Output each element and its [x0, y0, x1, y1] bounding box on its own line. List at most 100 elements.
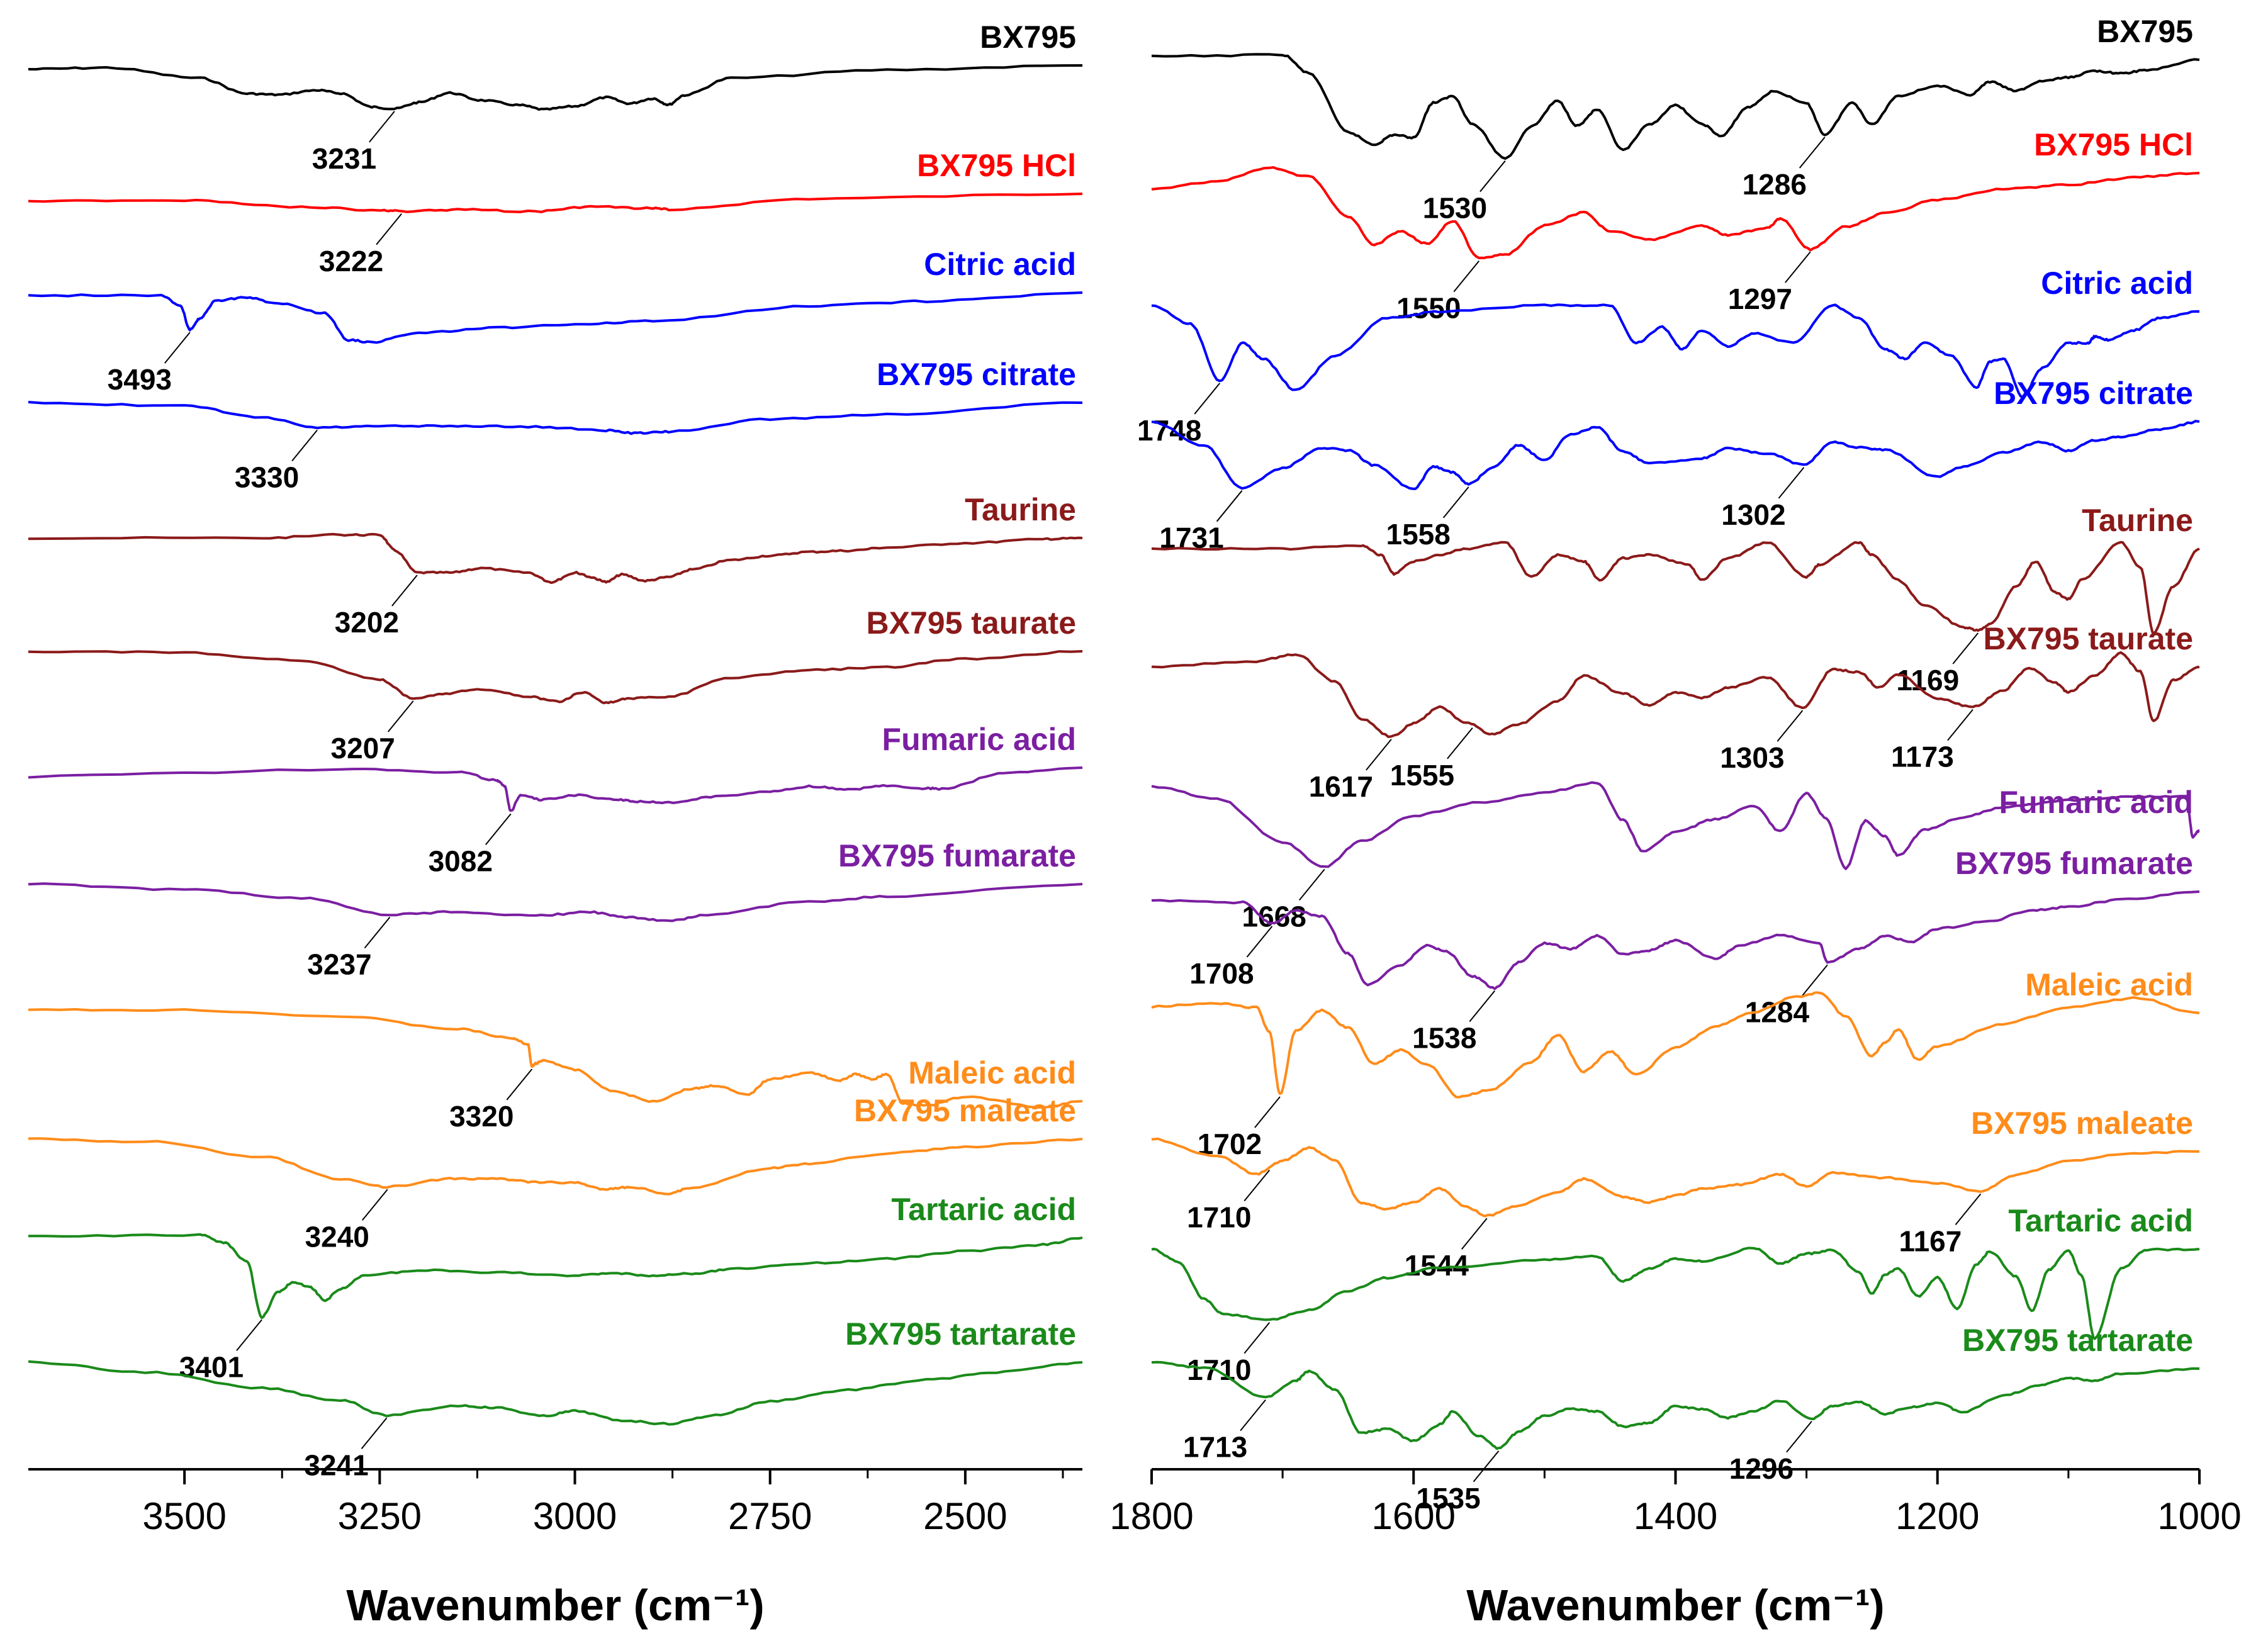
- spectrum-bx795-tartarate: BX795 tartarate 3241: [28, 1316, 1083, 1481]
- spectrum-bx795-tartarate: BX795 tartarate 1713 1535 1296: [1151, 1323, 2199, 1515]
- series-label: BX795 HCl: [2034, 127, 2193, 162]
- peak-label: 1535: [1416, 1482, 1480, 1515]
- x-tick-label: 1400: [1634, 1495, 1717, 1537]
- peak-label: 1538: [1412, 1022, 1476, 1055]
- series-label: Fumaric acid: [882, 722, 1076, 757]
- peak-label: 1708: [1189, 957, 1254, 990]
- peak-leader-line: [1366, 739, 1392, 771]
- peak-label: 3241: [304, 1449, 368, 1481]
- spectrum-bx795-taurate: BX795 taurate 3207: [28, 605, 1083, 765]
- peak-label: 1668: [1242, 900, 1306, 933]
- peak-leader-line: [1786, 1421, 1812, 1453]
- x-axis-title: Wavenumber (cm⁻¹): [1466, 1581, 1884, 1630]
- spectrum-line: [1151, 991, 2200, 1099]
- peak-leader-line: [1461, 1218, 1488, 1250]
- series-label: Fumaric acid: [1999, 785, 2193, 820]
- peak-label: 3237: [307, 948, 371, 981]
- spectrum-bx795-taurate: BX795 taurate 1617 1555 1303 1173: [1151, 621, 2200, 803]
- peak-leader-line: [1952, 632, 1979, 664]
- peak-leader-line: [1298, 868, 1325, 901]
- spectrum-line: [28, 650, 1083, 705]
- series-label: Taurine: [965, 492, 1076, 527]
- spectrum-bx795-maleate: BX795 maleate 1710 1544 1167: [1151, 1106, 2200, 1282]
- spectrum-line: [1151, 781, 2200, 870]
- peak-label: 1173: [1891, 741, 1954, 773]
- spectrum-line: [28, 401, 1083, 435]
- peak-leader-line: [1243, 1322, 1271, 1354]
- peak-label: 3330: [235, 461, 299, 494]
- peak-leader-line: [1799, 137, 1826, 169]
- spectrum-line: [1151, 890, 2200, 990]
- series-label: BX795 fumarate: [1955, 846, 2193, 881]
- peak-label: 3082: [429, 844, 493, 877]
- peak-leader-line: [364, 916, 391, 949]
- series-label: BX795 taurate: [867, 605, 1077, 641]
- peak-label: 3202: [335, 606, 399, 639]
- peak-leader-line: [1955, 1193, 1982, 1225]
- peak-leader-line: [1240, 1399, 1266, 1432]
- series-label: BX795 citrate: [877, 357, 1076, 392]
- peak-leader-line: [387, 700, 414, 732]
- series-label: BX795 citrate: [1994, 376, 2193, 411]
- peak-label: 1167: [1899, 1225, 1962, 1257]
- peak-label: 1617: [1309, 770, 1373, 803]
- spectrum-bx795: BX795 1530 1286: [1151, 14, 2200, 225]
- peak-leader-line: [1469, 990, 1496, 1023]
- spectrum-line: [28, 1233, 1083, 1320]
- spectrum-tartaric-acid: Tartaric acid 1710: [1151, 1203, 2200, 1386]
- series-label: BX795: [980, 20, 1076, 55]
- peak-leader-line: [376, 213, 402, 245]
- series-label: BX795 tartarate: [845, 1316, 1076, 1352]
- x-tick-label: 1000: [2157, 1495, 2241, 1537]
- spectrum-line: [28, 1008, 1083, 1109]
- peak-leader-line: [1442, 486, 1469, 518]
- spectrum-bx795-maleate: BX795 maleate 3240: [28, 1093, 1083, 1253]
- spectrum-line: [28, 1360, 1083, 1426]
- x-tick-label: 2500: [923, 1495, 1007, 1537]
- series-label: Citric acid: [2041, 266, 2193, 301]
- peak-leader-line: [291, 429, 318, 462]
- x-tick-label: 1600: [1372, 1495, 1456, 1537]
- peak-label: 3493: [108, 363, 172, 396]
- peak-leader-line: [1947, 709, 1973, 741]
- x-tick-label: 3250: [338, 1495, 422, 1537]
- spectrum-line: [28, 1137, 1083, 1196]
- series-label: Tartaric acid: [2008, 1203, 2193, 1238]
- peak-label: 1297: [1728, 283, 1792, 315]
- peak-label: 3231: [312, 142, 376, 175]
- spectrum-line: [1151, 303, 2199, 398]
- spectrum-taurine: Taurine 3202: [28, 492, 1083, 639]
- peak-leader-line: [1785, 251, 1811, 283]
- spectrum-line: [1151, 1247, 2200, 1340]
- peak-leader-line: [1802, 964, 1828, 997]
- spectrum-line: [28, 64, 1083, 111]
- peak-leader-line: [361, 1189, 388, 1221]
- peak-label: 1558: [1386, 518, 1450, 551]
- spectrum-line: [1151, 1137, 2200, 1218]
- peak-label: 3207: [331, 732, 395, 765]
- spectrum-line: [28, 882, 1083, 922]
- spectrum-line: [1151, 53, 2200, 160]
- spectrum-fumaric-acid: Fumaric acid 1668: [1151, 781, 2200, 933]
- spectrum-line: [1151, 1360, 2199, 1450]
- series-label: Tartaric acid: [891, 1192, 1076, 1227]
- series-label: BX795 maleate: [854, 1093, 1076, 1128]
- left-panel-hydroxyl-region: 3500 3250 3000 2750 2500 Wavenumber (cm⁻¹) BX7…: [28, 20, 1083, 1630]
- spectrum-maleic-acid: Maleic acid 3320: [28, 1008, 1083, 1133]
- peak-leader-line: [1777, 710, 1804, 742]
- peak-leader-line: [1453, 260, 1480, 293]
- peak-label: 1710: [1187, 1354, 1251, 1386]
- peak-leader-line: [1243, 1169, 1271, 1202]
- peak-label: 1713: [1183, 1431, 1247, 1464]
- spectrum-bx795-hcl: BX795 HCl 3222: [28, 148, 1083, 277]
- x-tick-label: 3500: [142, 1495, 226, 1537]
- peak-label: 1302: [1721, 498, 1785, 531]
- x-tick-label: 1800: [1109, 1495, 1193, 1537]
- spectrum-line: [1151, 420, 2200, 490]
- peak-leader-line: [1473, 1450, 1500, 1482]
